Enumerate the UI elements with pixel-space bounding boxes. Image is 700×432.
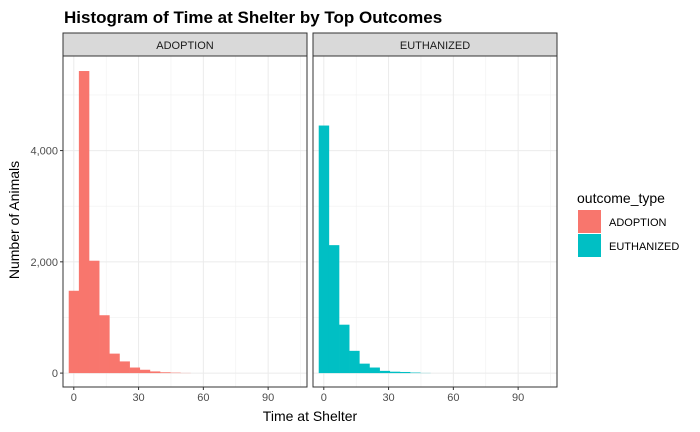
- x-tick-label: 0: [71, 392, 77, 404]
- x-tick-label: 30: [132, 392, 144, 404]
- histogram-bar: [369, 367, 380, 374]
- x-tick-label: 90: [512, 392, 524, 404]
- histogram-bar: [339, 324, 350, 374]
- histogram-bar: [359, 363, 370, 374]
- histogram-bar: [119, 361, 130, 374]
- histogram-bar: [389, 371, 401, 374]
- facet-strip-label: EUTHANIZED: [400, 40, 470, 52]
- facet-panel-adoption: ADOPTION 0 30 60 90: [62, 32, 308, 404]
- histogram-bar: [318, 125, 330, 374]
- panel-border: [62, 55, 308, 388]
- facet-panels: ADOPTION 0 30 60 90 EUTHANIZED 0 30 60 90: [62, 32, 558, 404]
- histogram-bar: [160, 372, 171, 374]
- histogram-bar: [349, 350, 360, 374]
- x-tick-label: 90: [262, 392, 274, 404]
- y-axis: 0 2,000 4,000: [30, 146, 63, 380]
- y-tick-label: 2,000: [30, 257, 58, 269]
- legend-key-adoption: [578, 210, 601, 233]
- legend: outcome_type ADOPTION EUTHANIZED: [577, 190, 679, 257]
- x-tick-label: 60: [447, 392, 459, 404]
- y-axis-title: Number of Animals: [6, 161, 22, 279]
- chart-title: Histogram of Time at Shelter by Top Outc…: [64, 8, 442, 27]
- legend-label-adoption: ADOPTION: [609, 217, 667, 229]
- legend-key-euthanized: [578, 234, 601, 257]
- histogram-bar: [399, 371, 411, 374]
- x-axis-title: Time at Shelter: [263, 408, 358, 424]
- panel-border: [312, 55, 558, 388]
- histogram-bar: [99, 315, 110, 374]
- histogram-bar: [139, 369, 151, 374]
- panel-background: [313, 56, 557, 387]
- histogram-bar: [129, 367, 141, 374]
- legend-label-euthanized: EUTHANIZED: [609, 241, 679, 253]
- histogram-bar: [109, 353, 120, 374]
- histogram-bar: [89, 260, 100, 374]
- histogram-bar: [68, 290, 80, 374]
- legend-title: outcome_type: [577, 190, 665, 206]
- y-tick-label: 0: [52, 368, 58, 380]
- histogram-bar: [410, 372, 421, 374]
- facet-strip-label: ADOPTION: [156, 40, 214, 52]
- x-tick-label: 0: [321, 392, 327, 404]
- x-tick-label: 30: [382, 392, 394, 404]
- histogram-bar: [379, 370, 391, 374]
- facet-panel-euthanized: EUTHANIZED 0 30 60 90: [312, 32, 558, 404]
- x-tick-label: 60: [197, 392, 209, 404]
- histogram-bar: [78, 71, 90, 374]
- histogram-bar: [328, 245, 340, 374]
- histogram-bar: [149, 371, 161, 374]
- y-tick-label: 4,000: [30, 146, 58, 158]
